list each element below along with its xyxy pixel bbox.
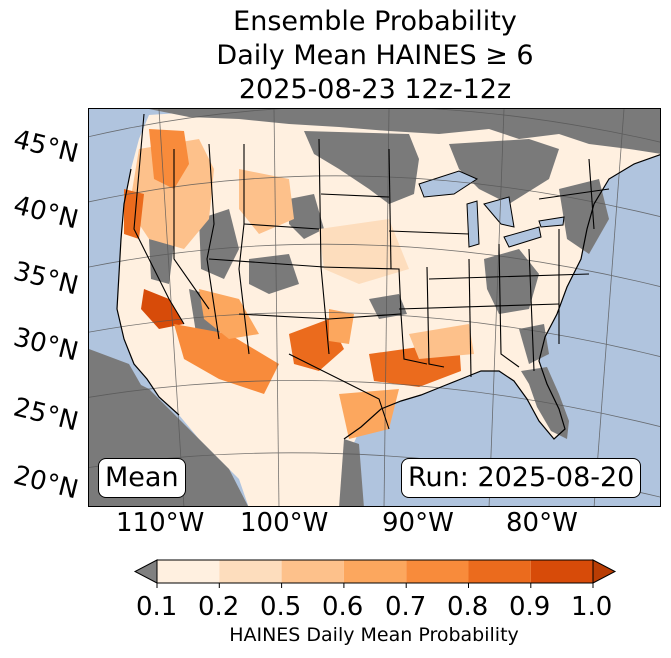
- colorbar-bin-1: [157, 560, 220, 583]
- lat-label-30: 30°N: [10, 322, 82, 368]
- lat-label-45: 45°N: [10, 124, 82, 170]
- prob-regions: [124, 129, 474, 439]
- mean-label: Mean: [98, 458, 186, 498]
- lat-label-40: 40°N: [10, 190, 82, 236]
- colorbar-bin-7: [530, 560, 593, 583]
- great-lakes: [418, 170, 565, 248]
- map-canvas: [89, 109, 660, 506]
- colorbar-bin-6: [468, 560, 531, 583]
- land-florida: [521, 367, 569, 439]
- title-line-2: Daily Mean HAINES ≥ 6: [216, 40, 534, 71]
- colorbar-tick-0.9: 0.9: [509, 592, 551, 622]
- coastline: [116, 154, 660, 440]
- colorbar-tick-1.0: 1.0: [571, 592, 613, 622]
- title-line-3: 2025-08-23 12z-12z: [238, 74, 512, 105]
- colorbar-tick-0.8: 0.8: [447, 592, 489, 622]
- colorbar-under-arrow: [133, 559, 158, 584]
- colorbar-bin-2: [219, 560, 282, 583]
- lat-label-25: 25°N: [10, 392, 82, 438]
- colorbar-bin-5: [406, 560, 469, 583]
- colorbar: [133, 559, 617, 588]
- colorbar-tick-0.7: 0.7: [385, 592, 427, 622]
- colorbar-ticks: [156, 583, 594, 588]
- land-canada: [149, 109, 660, 154]
- colorbar-bin-4: [343, 560, 407, 583]
- land-mexico-east: [339, 439, 364, 506]
- colorbar-outline: [156, 559, 594, 584]
- state-borders: [133, 113, 610, 430]
- title-line-1: Ensemble Probability: [233, 6, 517, 37]
- nodata-regions: [89, 131, 609, 399]
- lon-label-80: 80°W: [506, 508, 578, 538]
- colorbar-title: HAINES Daily Mean Probability: [229, 624, 519, 646]
- colorbar-over-arrow: [592, 559, 617, 584]
- colorbar-tick-0.6: 0.6: [322, 592, 364, 622]
- colorbar-bin-3: [281, 560, 344, 583]
- lat-label-35: 35°N: [10, 256, 82, 302]
- colorbar-tick-0.2: 0.2: [198, 592, 240, 622]
- run-label: Run: 2025-08-20: [401, 458, 642, 498]
- lon-label-110: 110°W: [116, 508, 205, 538]
- lat-label-20: 20°N: [10, 460, 82, 506]
- lon-label-90: 90°W: [382, 508, 454, 538]
- lon-label-100: 100°W: [240, 508, 329, 538]
- colorbar-tick-0.1: 0.1: [136, 592, 178, 622]
- map-panel: [88, 108, 661, 507]
- colorbar-tick-0.5: 0.5: [260, 592, 302, 622]
